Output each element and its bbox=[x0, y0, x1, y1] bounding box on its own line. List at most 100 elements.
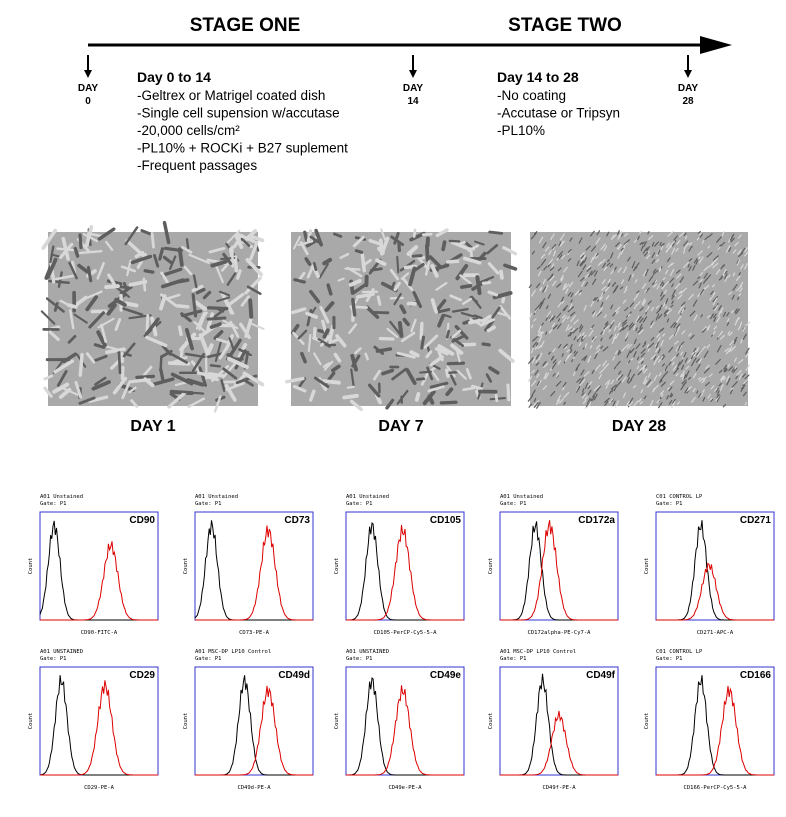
cell bbox=[540, 258, 547, 266]
cell bbox=[639, 317, 644, 323]
cell bbox=[167, 361, 191, 366]
cell bbox=[429, 381, 449, 389]
cell bbox=[393, 281, 401, 292]
cell bbox=[660, 381, 666, 387]
cell bbox=[650, 354, 657, 360]
cell bbox=[673, 322, 677, 329]
cell bbox=[633, 338, 637, 345]
cell bbox=[400, 272, 410, 280]
cell bbox=[722, 311, 726, 318]
cell bbox=[555, 371, 559, 378]
cell bbox=[435, 281, 448, 291]
cell bbox=[550, 236, 553, 241]
cell bbox=[693, 357, 697, 362]
cell bbox=[631, 273, 634, 278]
cell bbox=[538, 352, 543, 361]
cell bbox=[707, 245, 711, 249]
day-value: 28 bbox=[682, 96, 694, 107]
cell bbox=[209, 364, 222, 368]
cell bbox=[702, 389, 705, 393]
cell bbox=[622, 324, 629, 331]
cell bbox=[721, 231, 725, 238]
cell bbox=[527, 376, 533, 382]
marker-label: CD271 bbox=[740, 515, 772, 526]
cell bbox=[623, 289, 628, 294]
cell bbox=[528, 357, 534, 364]
cell bbox=[731, 310, 734, 314]
cell bbox=[360, 253, 367, 273]
control-histogram bbox=[500, 673, 618, 776]
cell bbox=[548, 250, 552, 256]
cell bbox=[705, 381, 710, 387]
panel-header: A01 Unstained bbox=[500, 494, 543, 500]
cell bbox=[160, 293, 178, 308]
cell bbox=[605, 295, 610, 300]
cell bbox=[305, 311, 319, 319]
cell bbox=[303, 230, 309, 243]
cell bbox=[174, 381, 187, 387]
cell bbox=[658, 355, 664, 363]
cell bbox=[592, 311, 596, 318]
cell bbox=[451, 334, 467, 343]
cell bbox=[226, 229, 241, 244]
cell bbox=[496, 311, 510, 318]
cell bbox=[218, 290, 231, 297]
cell bbox=[539, 287, 543, 292]
cell bbox=[691, 350, 697, 356]
cell bbox=[726, 318, 730, 323]
cell bbox=[570, 299, 573, 303]
cell bbox=[570, 292, 574, 298]
cell bbox=[661, 282, 665, 287]
cell bbox=[675, 373, 679, 377]
cell bbox=[291, 323, 300, 335]
cell bbox=[739, 287, 743, 293]
cell bbox=[580, 369, 585, 376]
cell bbox=[78, 352, 84, 377]
cell bbox=[677, 326, 681, 332]
cell bbox=[578, 237, 583, 244]
cell bbox=[306, 229, 313, 242]
cell bbox=[650, 336, 655, 341]
cell bbox=[655, 305, 660, 309]
cell bbox=[745, 321, 751, 327]
cell bbox=[715, 358, 721, 365]
cell bbox=[536, 282, 541, 288]
cell bbox=[415, 377, 426, 381]
cell bbox=[242, 371, 265, 387]
cell bbox=[240, 237, 251, 247]
cell bbox=[680, 304, 685, 309]
cell bbox=[745, 364, 751, 372]
cell bbox=[744, 402, 747, 406]
cell bbox=[744, 251, 749, 257]
cell bbox=[462, 386, 476, 392]
cell bbox=[726, 377, 731, 386]
cell bbox=[543, 372, 548, 380]
cell bbox=[682, 261, 690, 269]
cell bbox=[579, 325, 584, 333]
cell bbox=[469, 318, 481, 326]
cell bbox=[58, 387, 72, 399]
cell bbox=[610, 384, 617, 390]
cell bbox=[633, 351, 637, 358]
cell bbox=[465, 368, 472, 380]
cell bbox=[574, 290, 580, 296]
cell bbox=[300, 351, 307, 364]
cell bbox=[669, 380, 675, 386]
cell bbox=[713, 325, 717, 330]
cell bbox=[671, 289, 676, 297]
cell bbox=[642, 299, 647, 306]
cell bbox=[592, 310, 596, 314]
cell bbox=[624, 336, 628, 342]
cell bbox=[693, 314, 698, 321]
cell bbox=[611, 233, 617, 240]
cell bbox=[608, 398, 614, 404]
cell bbox=[619, 286, 624, 290]
cell bbox=[697, 292, 701, 298]
cell bbox=[736, 259, 740, 265]
cell bbox=[342, 393, 359, 400]
cell bbox=[93, 343, 106, 349]
